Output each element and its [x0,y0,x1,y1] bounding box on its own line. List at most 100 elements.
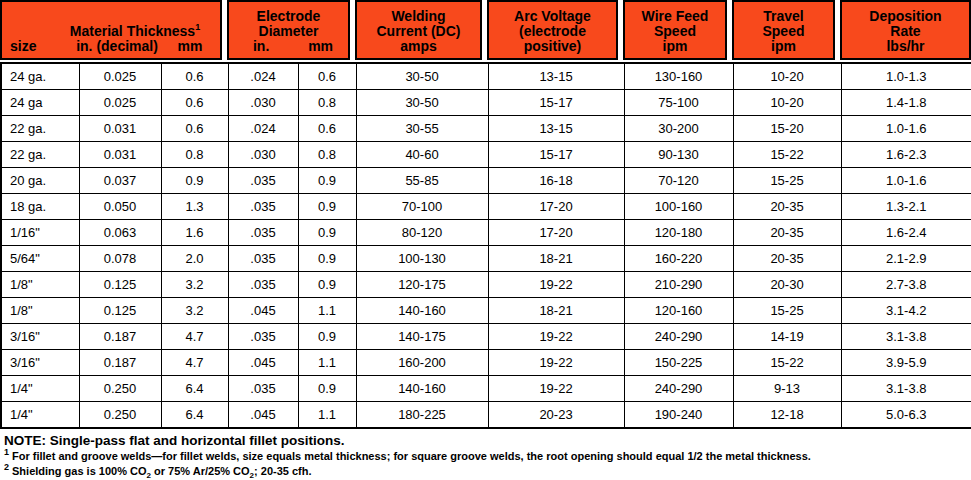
cell-welding-current: 70-100 [356,194,488,220]
cell-wire-feed-speed: 190-240 [624,402,733,429]
cell-deposition-rate: 3.1-3.8 [841,324,971,350]
table-row: 1/8" 0.125 3.2 .035 0.9 120-175 19-22 21… [1,272,971,298]
cell-size: 1/16" [1,220,79,246]
footnote-2-text-c: ; 20-35 cfh. [254,465,311,477]
electrode-title-line2: Diameter [229,24,348,39]
cell-deposition-rate: 3.1-4.2 [841,298,971,324]
cell-electrode-in: .030 [228,142,298,168]
table-row: 1/4" 0.250 6.4 .035 0.9 140-160 19-22 24… [1,376,971,402]
cell-arc-voltage: 13-15 [488,63,624,90]
cell-electrode-in: .045 [228,298,298,324]
note-line: NOTE: Single-pass flat and horizontal fi… [4,433,971,449]
cell-thickness-in-decimal: 0.125 [79,272,161,298]
arc-voltage-line1: Arc Voltage [489,9,616,24]
travel-speed-line1: Travel [734,9,833,24]
cell-wire-feed-speed: 130-160 [624,63,733,90]
cell-welding-current: 180-225 [356,402,488,429]
cell-thickness-mm: 0.6 [161,116,228,142]
cell-deposition-rate: 1.0-1.6 [841,116,971,142]
material-thickness-label: Material Thickness [70,23,195,39]
cell-arc-voltage: 17-20 [488,220,624,246]
cell-size: 5/64" [1,246,79,272]
footnote-2-text-a: Shielding gas is 100% CO [12,465,147,477]
cell-size: 1/8" [1,298,79,324]
cell-arc-voltage: 19-22 [488,350,624,376]
cell-travel-speed: 15-22 [733,142,841,168]
cell-electrode-in: .035 [228,324,298,350]
header-group-arc-voltage: Arc Voltage (electrode positive) [487,0,623,60]
cell-size: 22 ga. [1,116,79,142]
cell-deposition-rate: 2.7-3.8 [841,272,971,298]
table-row: 1/4" 0.250 6.4 .045 1.1 180-225 20-23 19… [1,402,971,429]
column-header-mm: mm [160,39,220,54]
cell-travel-speed: 20-30 [733,272,841,298]
cell-thickness-in-decimal: 0.250 [79,376,161,402]
cell-travel-speed: 15-25 [733,168,841,194]
cell-deposition-rate: 5.0-6.3 [841,402,971,429]
table-row: 22 ga. 0.031 0.6 .024 0.6 30-55 13-15 30… [1,116,971,142]
wire-feed-line2: Speed [625,24,725,39]
cell-thickness-in-decimal: 0.031 [79,116,161,142]
footnote-1-marker: 1 [195,22,200,32]
cell-arc-voltage: 18-21 [488,246,624,272]
cell-size: 3/16" [1,324,79,350]
cell-welding-current: 120-175 [356,272,488,298]
table-row: 3/16" 0.187 4.7 .035 0.9 140-175 19-22 2… [1,324,971,350]
electrode-title-line1: Electrode [229,9,348,24]
cell-welding-current: 100-130 [356,246,488,272]
cell-electrode-in: .035 [228,220,298,246]
cell-thickness-in-decimal: 0.187 [79,350,161,376]
table-row: 20 ga. 0.037 0.9 .035 0.9 55-85 16-18 70… [1,168,971,194]
cell-welding-current: 140-160 [356,298,488,324]
welding-current-line3: amps [357,39,480,54]
cell-thickness-mm: 3.2 [161,298,228,324]
arc-voltage-line3: positive) [489,39,616,54]
arc-voltage-line2: (electrode [489,24,616,39]
cell-electrode-mm: 0.9 [298,272,356,298]
deposition-rate-line1: Deposition [842,9,969,24]
cell-thickness-mm: 3.2 [161,272,228,298]
cell-thickness-in-decimal: 0.250 [79,402,161,429]
cell-deposition-rate: 1.6-2.3 [841,142,971,168]
cell-electrode-in: .035 [228,168,298,194]
cell-thickness-mm: 2.0 [161,246,228,272]
cell-arc-voltage: 13-15 [488,116,624,142]
cell-travel-speed: 9-13 [733,376,841,402]
cell-wire-feed-speed: 240-290 [624,376,733,402]
cell-travel-speed: 15-20 [733,116,841,142]
cell-wire-feed-speed: 120-180 [624,220,733,246]
cell-travel-speed: 15-22 [733,350,841,376]
cell-deposition-rate: 3.1-3.8 [841,376,971,402]
header-group-material-thickness: Material Thickness1 size in. (decimal) m… [0,0,227,60]
footnote-2: 2Shielding gas is 100% CO2 or 75% Ar/25%… [4,464,971,479]
cell-arc-voltage: 19-22 [488,376,624,402]
table-row: 22 ga. 0.031 0.8 .030 0.8 40-60 15-17 90… [1,142,971,168]
cell-size: 1/4" [1,376,79,402]
cell-electrode-mm: 0.9 [298,324,356,350]
cell-thickness-mm: 0.9 [161,168,228,194]
travel-speed-line3: ipm [734,39,833,54]
cell-deposition-rate: 1.3-2.1 [841,194,971,220]
cell-electrode-in: .035 [228,194,298,220]
cell-deposition-rate: 1.0-1.3 [841,63,971,90]
cell-travel-speed: 20-35 [733,194,841,220]
table-row: 18 ga. 0.050 1.3 .035 0.9 70-100 17-20 1… [1,194,971,220]
cell-thickness-in-decimal: 0.063 [79,220,161,246]
cell-size: 1/4" [1,402,79,429]
cell-travel-speed: 20-35 [733,246,841,272]
table-header: Material Thickness1 size in. (decimal) m… [0,0,971,60]
cell-travel-speed: 12-18 [733,402,841,429]
cell-welding-current: 140-160 [356,376,488,402]
cell-size: 18 ga. [1,194,79,220]
cell-electrode-mm: 0.9 [298,194,356,220]
cell-travel-speed: 20-35 [733,220,841,246]
cell-electrode-mm: 1.1 [298,298,356,324]
cell-size: 1/8" [1,272,79,298]
cell-wire-feed-speed: 150-225 [624,350,733,376]
cell-thickness-in-decimal: 0.037 [79,168,161,194]
cell-thickness-mm: 6.4 [161,402,228,429]
column-header-electrode-mm: mm [293,39,348,54]
cell-welding-current: 40-60 [356,142,488,168]
cell-electrode-mm: 0.9 [298,376,356,402]
cell-welding-current: 30-50 [356,90,488,116]
